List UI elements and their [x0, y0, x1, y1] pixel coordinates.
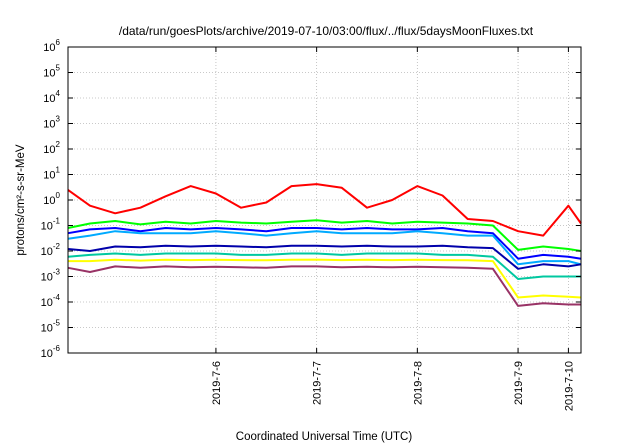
grid [68, 47, 581, 353]
series-line-4 [67, 230, 582, 266]
y-axis-label: protons/cm²-s-sr-MeV [15, 144, 27, 256]
y-axis: 10-6 10-5 10-4 10-3 10-2 10-1 100 101 102 103 104 1… [41, 38, 581, 360]
y-tick-label: 10-3 [41, 268, 61, 284]
series-line-1 [67, 183, 582, 237]
y-tick-label: 10-4 [41, 293, 61, 309]
y-tick-label: 10-5 [41, 319, 61, 335]
y-tick-label: 101 [43, 166, 60, 182]
series-line-2 [67, 219, 582, 252]
x-tick-label: 2019-7-8 [412, 361, 424, 405]
y-tick-label: 100 [43, 191, 60, 207]
y-tick-label: 10-1 [41, 217, 61, 233]
series-line-6 [67, 252, 581, 280]
y-tick-label: 103 [43, 115, 60, 131]
x-axis: 2019-7-6 2019-7-7 2019-7-8 2019-7-9 2019-7-1… [211, 47, 575, 411]
chart-title: /data/run/goesPlots/archive/2019-07-10/0… [119, 24, 534, 38]
series-line-3 [67, 227, 582, 260]
y-tick-label: 102 [43, 140, 60, 156]
series-line-5 [67, 244, 582, 270]
x-tick-label: 2019-7-6 [211, 361, 223, 405]
plot-frame [67, 46, 582, 354]
series-line-8 [67, 265, 581, 307]
x-tick-label: 2019-7-9 [513, 361, 525, 405]
x-axis-label: Coordinated Universal Time (UTC) [236, 431, 413, 443]
x-tick-label: 2019-7-10 [563, 361, 575, 411]
y-tick-label: 105 [43, 64, 60, 80]
y-tick-label: 10-6 [41, 344, 61, 360]
y-tick-label: 104 [43, 89, 60, 105]
y-tick-label: 10-2 [41, 242, 61, 258]
x-tick-label: 2019-7-7 [312, 361, 324, 405]
series-line-7 [68, 258, 582, 299]
series-group [67, 183, 582, 307]
y-tick-label: 106 [43, 38, 60, 54]
